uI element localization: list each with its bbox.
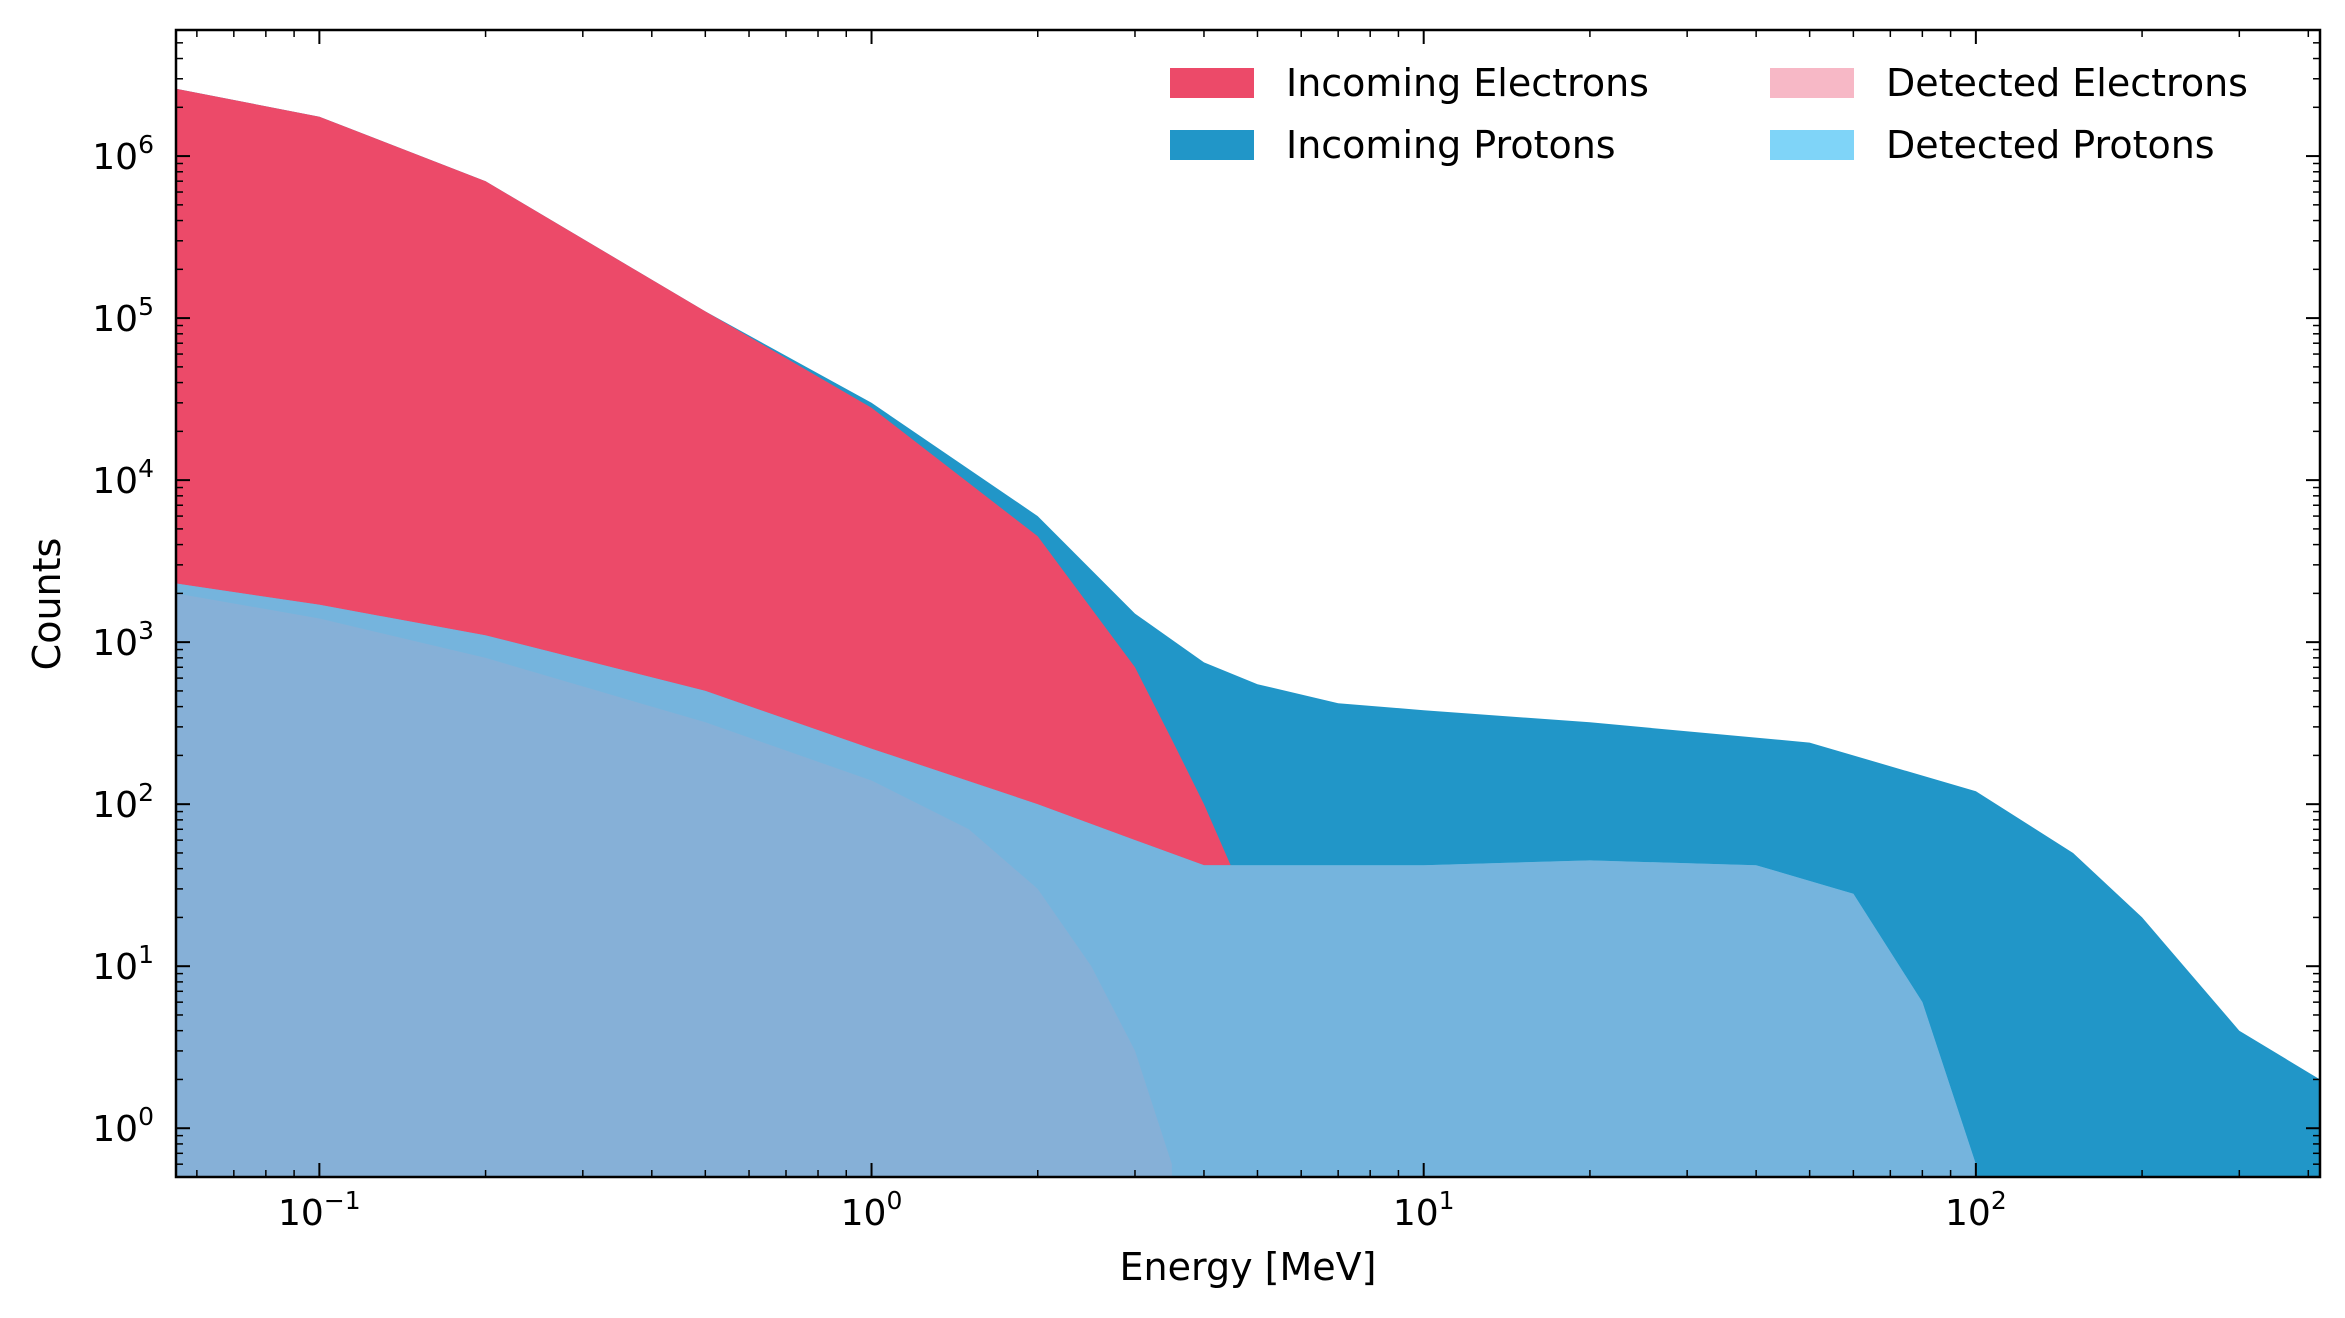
legend-label: Incoming Electrons [1286, 61, 1649, 105]
axis-tick-labels: 10−1 100 101 102 106 105 104 103 102 101 100 [92, 130, 2006, 1234]
y-tick-label: 106 [92, 130, 154, 178]
series-layer [176, 88, 2320, 1177]
detected-overlap-band [176, 583, 1976, 1177]
legend-swatch [1170, 130, 1254, 160]
y-tick-label: 100 [92, 1102, 154, 1150]
x-axis-label: Energy [MeV] [1120, 1245, 1377, 1289]
legend-swatch [1770, 68, 1854, 98]
y-tick-label: 101 [92, 940, 154, 988]
legend-label: Detected Protons [1886, 123, 2215, 167]
legend-entry-incoming-protons: Incoming Protons [1170, 123, 1616, 167]
y-tick-label: 104 [92, 454, 154, 502]
y-tick-label: 102 [92, 778, 154, 826]
legend-label: Incoming Protons [1286, 123, 1616, 167]
legend: Incoming Electrons Incoming Protons Detect… [1170, 61, 2248, 167]
y-tick-label: 103 [92, 616, 154, 664]
x-tick-label: 102 [1945, 1186, 2007, 1234]
legend-entry-detected-protons: Detected Protons [1770, 123, 2215, 167]
legend-entry-detected-electrons: Detected Electrons [1770, 61, 2248, 105]
legend-swatch [1770, 130, 1854, 160]
x-tick-label: 10−1 [278, 1186, 361, 1234]
y-axis-label: Counts [25, 538, 69, 671]
plot-area-frame [174, 28, 2322, 1179]
y-tick-label: 105 [92, 292, 154, 340]
legend-swatch [1170, 68, 1254, 98]
axis-ticks [176, 29, 2320, 1178]
legend-label: Detected Electrons [1886, 61, 2248, 105]
x-tick-label: 100 [841, 1186, 903, 1234]
x-tick-label: 101 [1393, 1186, 1455, 1234]
legend-entry-incoming-electrons: Incoming Electrons [1170, 61, 1649, 105]
